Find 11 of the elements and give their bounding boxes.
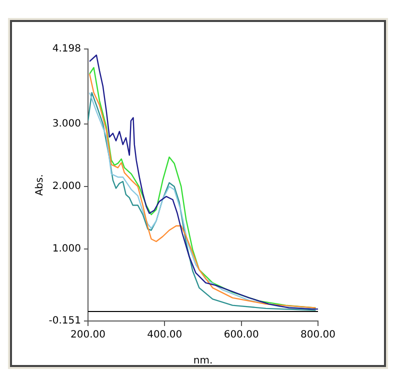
x-tick-label: 600.00	[224, 330, 259, 341]
x-tick-label: 400.00	[147, 330, 182, 341]
y-axis-title: Abs.	[34, 174, 46, 196]
y-tick-label: 1.000	[52, 244, 81, 255]
y-tick-label: 2.000	[52, 181, 81, 192]
y-tick-label: 3.000	[52, 118, 81, 130]
y-tick-label: -0.151	[48, 316, 81, 327]
x-tick-label: 800.00	[300, 330, 336, 341]
y-tick-label: 4.198	[52, 44, 81, 55]
x-tick-label: 200.00	[70, 330, 106, 341]
x-axis-title: nm.	[193, 356, 213, 367]
